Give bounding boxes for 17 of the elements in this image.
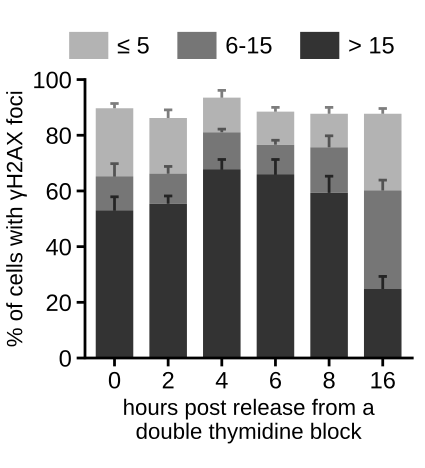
y-tick-label: 100 [34, 72, 71, 88]
y-tick-label: 0 [60, 350, 71, 367]
legend-label: > 15 [349, 37, 394, 54]
x-tick-label: 6 [270, 372, 281, 389]
x-tick-label: 0 [108, 372, 120, 389]
y-axis-title: % of cells with γH2AX foci [6, 92, 27, 346]
x-tick-label: 2 [162, 372, 174, 388]
y-tick-label: 60 [46, 183, 71, 200]
legend-label: 6-15 [226, 36, 272, 54]
y-tick-label: 20 [46, 294, 71, 312]
x-tick-label: 8 [324, 372, 335, 389]
y-tick-label: 40 [46, 238, 71, 256]
legend-label: ≤ 5 [118, 37, 149, 54]
x-tick-label: 4 [216, 372, 228, 388]
x-axis-title: hours post release from a double thymidine block [124, 398, 375, 444]
x-tick-label: 16 [371, 372, 395, 389]
y-tick-label: 80 [46, 127, 71, 144]
